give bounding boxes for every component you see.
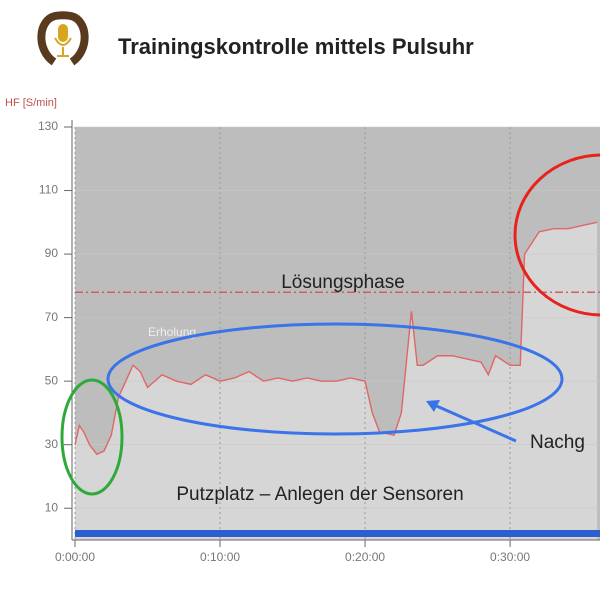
y-tick-label: 10 [45,500,59,514]
line [74,221,598,456]
y-tick-label: 110 [39,183,58,197]
annotation: Lösungsphase [281,272,405,293]
x-tick-label: 0:00:00 [55,550,95,564]
y-axis-label: HF [S/min] [5,97,57,109]
arrow-head [426,400,440,412]
x-tick-label: 0:20:00 [345,550,385,564]
x-tick-label: 0:10:00 [200,550,240,564]
arrow [431,402,517,443]
y-tick-label: 30 [45,437,59,451]
baseline-bar [75,530,600,537]
annotation: Erholung [148,325,196,339]
y-tick-label: 130 [38,119,58,133]
ellipse [513,153,600,317]
y-tick-label: 50 [45,373,59,387]
annotation: Putzplatz – Anlegen der Sensoren [176,484,463,505]
annotation: Nachg [530,432,585,453]
logo [37,11,89,66]
y-tick-label: 90 [45,246,59,260]
plot: 10 30 50 70 90 110 130 0:00:00 0:10:00 0:20:00 0:3… [38,119,600,564]
page-title: Trainingskontrolle mittels Pulsuhr [118,34,474,59]
ellipse [106,322,564,436]
ellipse [60,378,124,496]
x-tick-label: 0:30:00 [490,550,530,564]
y-tick-label: 70 [45,310,59,324]
overlay: Lösungsphase Erholung Putzplatz – Anlege… [60,153,600,505]
